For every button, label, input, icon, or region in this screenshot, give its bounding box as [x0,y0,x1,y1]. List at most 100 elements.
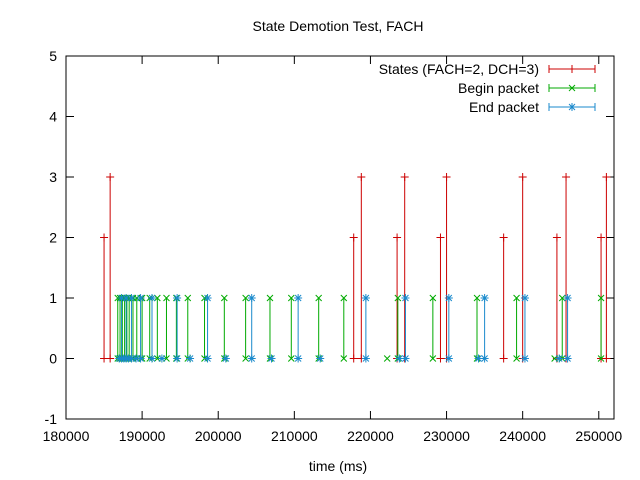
data-point [480,294,489,363]
data-point [436,233,445,363]
data-point [127,294,136,363]
data-point [361,294,370,363]
marker-part [268,355,275,362]
marker-part [137,355,144,362]
data-point [558,294,566,362]
marker-part [148,294,156,302]
data-point [287,294,295,362]
marker-part [242,294,249,302]
marker-part [242,355,249,362]
legend-entry: States (FACH=2, DCH=3) [379,61,596,77]
series-1 [114,294,605,362]
marker-part [597,294,605,302]
data-point [473,294,481,362]
marker-part [184,294,192,302]
data-point [173,294,180,362]
marker-part [597,355,605,362]
y-tick-label: 5 [49,48,57,64]
data-point [267,354,276,363]
marker-part [568,84,576,92]
marker-part [481,294,488,302]
data-point [401,294,410,363]
data-point [148,294,157,363]
data-point [163,294,170,362]
legend-entry: Begin packet [458,80,596,96]
data-point [266,294,274,362]
marker-part [128,294,135,302]
marker-part [287,294,295,302]
x-tick-label: 200000 [195,428,242,444]
data-point [242,294,249,362]
x-tick-label: 250000 [575,428,622,444]
marker-part [564,294,571,302]
data-point [552,233,561,363]
legend-label: End packet [469,99,539,115]
marker-part [481,355,488,362]
marker-part [287,355,295,362]
data-point [133,294,141,362]
marker-part [394,294,402,302]
data-point [518,173,527,363]
marker-part [473,294,481,302]
x-axis-label: time (ms) [309,458,367,474]
data-point [597,294,605,362]
data-point [444,294,453,363]
legend-label: Begin packet [458,80,539,96]
marker-part [429,355,437,362]
marker-part [220,294,228,302]
marker-part [513,355,520,362]
marker-part [568,103,576,111]
marker-part [153,294,161,302]
marker-part [429,294,437,302]
data-point [340,294,348,362]
data-point [138,294,146,362]
data-point [106,173,115,363]
marker-part [294,355,302,362]
marker-part [445,355,453,362]
data-point [294,294,303,363]
data-point [562,173,571,363]
marker-part [558,294,566,302]
data-point [555,354,564,363]
x-tick-label: 230000 [423,428,470,444]
marker-part [248,355,256,362]
marker-part [362,355,370,362]
data-point [129,294,137,362]
data-point [520,294,529,363]
x-tick-label: 240000 [499,428,546,444]
data-point [602,173,611,363]
marker-part [396,355,403,362]
marker-part [402,355,409,362]
data-marks [100,173,611,363]
marker-part [564,355,571,362]
data-point [513,294,520,362]
legend-entry: End packet [469,99,596,115]
marker-part [248,294,256,302]
series-2 [115,294,572,363]
x-tick-label: 220000 [347,428,394,444]
marker-part [163,294,170,302]
data-point [499,233,508,363]
data-point [184,294,192,362]
marker-part [555,355,563,362]
marker-part [204,355,211,362]
data-point [203,294,212,363]
data-point [316,354,325,363]
marker-part [521,355,529,362]
axis-ticks: -1 0 1 2 3 4 5 180000 190000 200000 210000 220000 23… [43,48,623,444]
data-point [349,233,358,363]
marker-part [294,294,302,302]
y-tick-label: 4 [49,109,57,125]
marker-part [475,355,482,362]
data-point [173,294,182,363]
y-tick-label: 2 [49,230,57,246]
y-tick-label: -1 [45,411,58,427]
data-point [429,294,437,362]
marker-part [316,355,324,362]
legend: States (FACH=2, DCH=3) Begin packet End pa… [379,61,596,115]
marker-part [340,294,348,302]
data-point [100,233,109,363]
data-point [393,233,402,363]
marker-part [173,355,181,362]
